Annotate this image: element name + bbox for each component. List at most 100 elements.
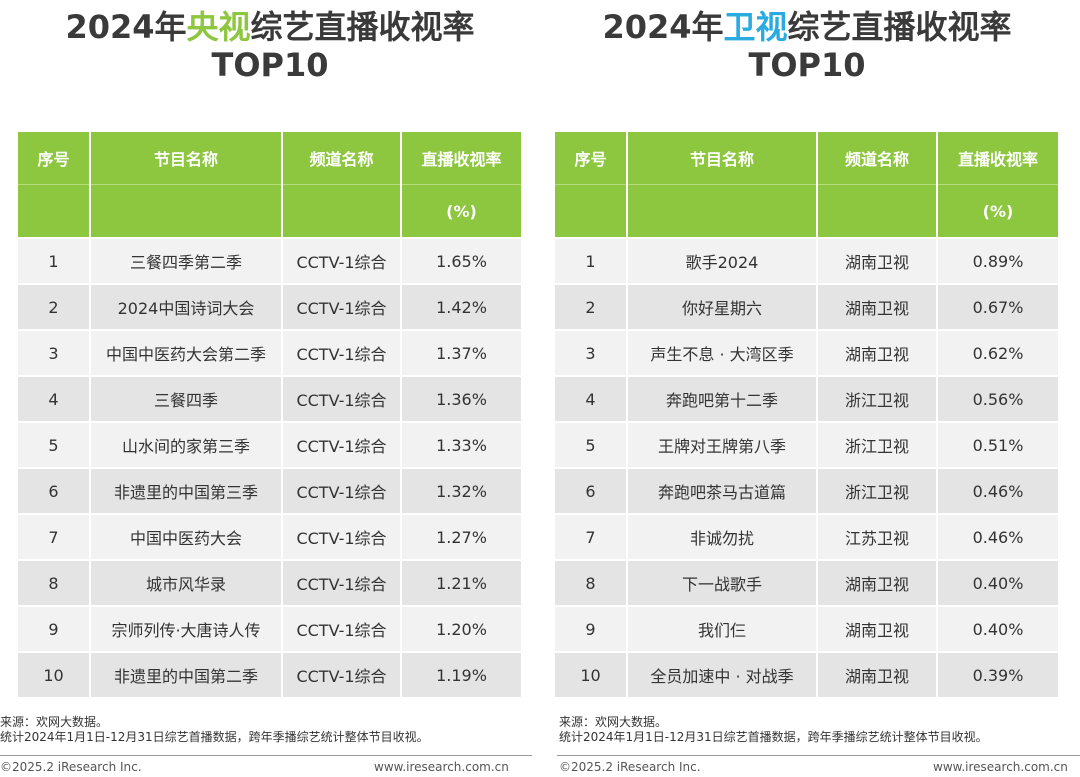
source-line: 来源：欢网大数据。 — [0, 715, 109, 729]
cell-rating: 0.89% — [937, 237, 1058, 284]
cell-rating: 1.33% — [401, 421, 521, 468]
cell-channel: 湖南卫视 — [817, 559, 938, 606]
cell-channel: CCTV-1综合 — [282, 283, 402, 330]
header-program: 节目名称 — [627, 131, 818, 185]
footer-divider — [557, 755, 1080, 756]
cell-rating: 0.40% — [937, 605, 1058, 652]
satellite-ratings-table: 序号 节目名称 频道名称 直播收视率 (%) 1 歌手2024 湖南卫视 0.89% 2… — [555, 131, 1058, 697]
copyright-text: ©2025.2 iResearch Inc. — [0, 760, 142, 774]
table-row: 7 中国中医药大会 CCTV-1综合 1.27% — [18, 513, 521, 560]
cell-rank: 8 — [555, 559, 628, 606]
cell-program: 非诚勿扰 — [627, 513, 818, 560]
cell-rating: 1.20% — [401, 605, 521, 652]
cell-rank: 3 — [18, 329, 91, 376]
website-text: www.iresearch.com.cn — [933, 760, 1068, 774]
cell-rank: 7 — [18, 513, 91, 560]
table-row: 9 我们仨 湖南卫视 0.40% — [555, 605, 1058, 652]
header-blank — [18, 184, 91, 238]
header-channel: 频道名称 — [817, 131, 938, 185]
stat-note-line: 统计2024年1月1日-12月31日综艺首播数据，跨年季播综艺统计整体节目收视。 — [0, 730, 429, 744]
cell-rating: 1.21% — [401, 559, 521, 606]
cell-program: 山水间的家第三季 — [90, 421, 283, 468]
cell-channel: 湖南卫视 — [817, 605, 938, 652]
cell-rating: 0.46% — [937, 513, 1058, 560]
cctv-ratings-table: 序号 节目名称 频道名称 直播收视率 (%) 1 三餐四季第二季 CCTV-1综合 1… — [18, 131, 521, 697]
satellite-title: 2024年卫视综艺直播收视率 TOP10 — [537, 8, 1077, 84]
table-row: 1 歌手2024 湖南卫视 0.89% — [555, 237, 1058, 284]
table-row: 3 中国中医药大会第二季 CCTV-1综合 1.37% — [18, 329, 521, 376]
cell-program: 三餐四季第二季 — [90, 237, 283, 284]
header-rating: 直播收视率 — [401, 131, 521, 185]
cell-rating: 0.51% — [937, 421, 1058, 468]
cell-rating: 0.39% — [937, 651, 1058, 697]
cell-channel: 浙江卫视 — [817, 467, 938, 514]
cell-rank: 2 — [555, 283, 628, 330]
cell-program: 城市风华录 — [90, 559, 283, 606]
source-line: 来源：欢网大数据。 — [559, 715, 668, 729]
cell-rank: 5 — [555, 421, 628, 468]
cell-rank: 7 — [555, 513, 628, 560]
cell-program: 非遗里的中国第三季 — [90, 467, 283, 514]
cell-rating: 0.40% — [937, 559, 1058, 606]
cell-rating: 0.46% — [937, 467, 1058, 514]
table-row: 2 2024中国诗词大会 CCTV-1综合 1.42% — [18, 283, 521, 330]
cell-program: 中国中医药大会第二季 — [90, 329, 283, 376]
cell-rank: 10 — [18, 651, 91, 697]
cell-channel: 江苏卫视 — [817, 513, 938, 560]
header-program: 节目名称 — [90, 131, 283, 185]
cell-rank: 8 — [18, 559, 91, 606]
source-note: 来源：欢网大数据。 统计2024年1月1日-12月31日综艺首播数据，跨年季播综… — [0, 715, 429, 745]
table-row: 5 山水间的家第三季 CCTV-1综合 1.33% — [18, 421, 521, 468]
cell-channel: CCTV-1综合 — [282, 375, 402, 422]
cell-rank: 9 — [18, 605, 91, 652]
cell-channel: CCTV-1综合 — [282, 559, 402, 606]
cell-rank: 4 — [18, 375, 91, 422]
header-rank: 序号 — [18, 131, 91, 185]
title-highlight: 卫视 — [723, 8, 788, 46]
cell-program: 奔跑吧第十二季 — [627, 375, 818, 422]
cell-channel: CCTV-1综合 — [282, 651, 402, 697]
cell-program: 宗师列传·大唐诗人传 — [90, 605, 283, 652]
title-prefix: 2024年 — [65, 8, 187, 46]
header-rank: 序号 — [555, 131, 628, 185]
cell-rating: 1.65% — [401, 237, 521, 284]
cell-channel: CCTV-1综合 — [282, 605, 402, 652]
cell-rating: 0.67% — [937, 283, 1058, 330]
cell-program: 声生不息 · 大湾区季 — [627, 329, 818, 376]
table-row: 6 奔跑吧茶马古道篇 浙江卫视 0.46% — [555, 467, 1058, 514]
cell-channel: 湖南卫视 — [817, 237, 938, 284]
cell-rating: 1.42% — [401, 283, 521, 330]
cell-program: 非遗里的中国第二季 — [90, 651, 283, 697]
cell-program: 2024中国诗词大会 — [90, 283, 283, 330]
source-note: 来源：欢网大数据。 统计2024年1月1日-12月31日综艺首播数据，跨年季播综… — [559, 715, 988, 745]
cell-program: 王牌对王牌第八季 — [627, 421, 818, 468]
cell-rank: 9 — [555, 605, 628, 652]
cell-rating: 0.62% — [937, 329, 1058, 376]
copyright-text: ©2025.2 iResearch Inc. — [559, 760, 701, 774]
table-row: 8 城市风华录 CCTV-1综合 1.21% — [18, 559, 521, 606]
footer-divider — [0, 755, 532, 756]
header-unit: (%) — [401, 184, 521, 238]
table-row: 10 全员加速中 · 对战季 湖南卫视 0.39% — [555, 651, 1058, 697]
table-row: 2 你好星期六 湖南卫视 0.67% — [555, 283, 1058, 330]
cell-program: 下一战歌手 — [627, 559, 818, 606]
title-highlight: 央视 — [186, 8, 251, 46]
header-blank — [90, 184, 283, 238]
cell-rank: 2 — [18, 283, 91, 330]
cell-program: 中国中医药大会 — [90, 513, 283, 560]
cell-program: 我们仨 — [627, 605, 818, 652]
cell-rank: 6 — [555, 467, 628, 514]
header-channel: 频道名称 — [282, 131, 402, 185]
cell-rating: 1.19% — [401, 651, 521, 697]
cell-channel: 湖南卫视 — [817, 283, 938, 330]
table-row: 3 声生不息 · 大湾区季 湖南卫视 0.62% — [555, 329, 1058, 376]
cctv-title: 2024年央视综艺直播收视率 TOP10 — [0, 8, 540, 84]
header-blank — [627, 184, 818, 238]
header-blank — [817, 184, 938, 238]
title-suffix: 综艺直播收视率 — [250, 8, 475, 46]
stat-note-line: 统计2024年1月1日-12月31日综艺首播数据，跨年季播综艺统计整体节目收视。 — [559, 730, 988, 744]
table-row: 10 非遗里的中国第二季 CCTV-1综合 1.19% — [18, 651, 521, 697]
cell-rating: 1.37% — [401, 329, 521, 376]
header-blank — [555, 184, 628, 238]
cell-channel: 浙江卫视 — [817, 421, 938, 468]
